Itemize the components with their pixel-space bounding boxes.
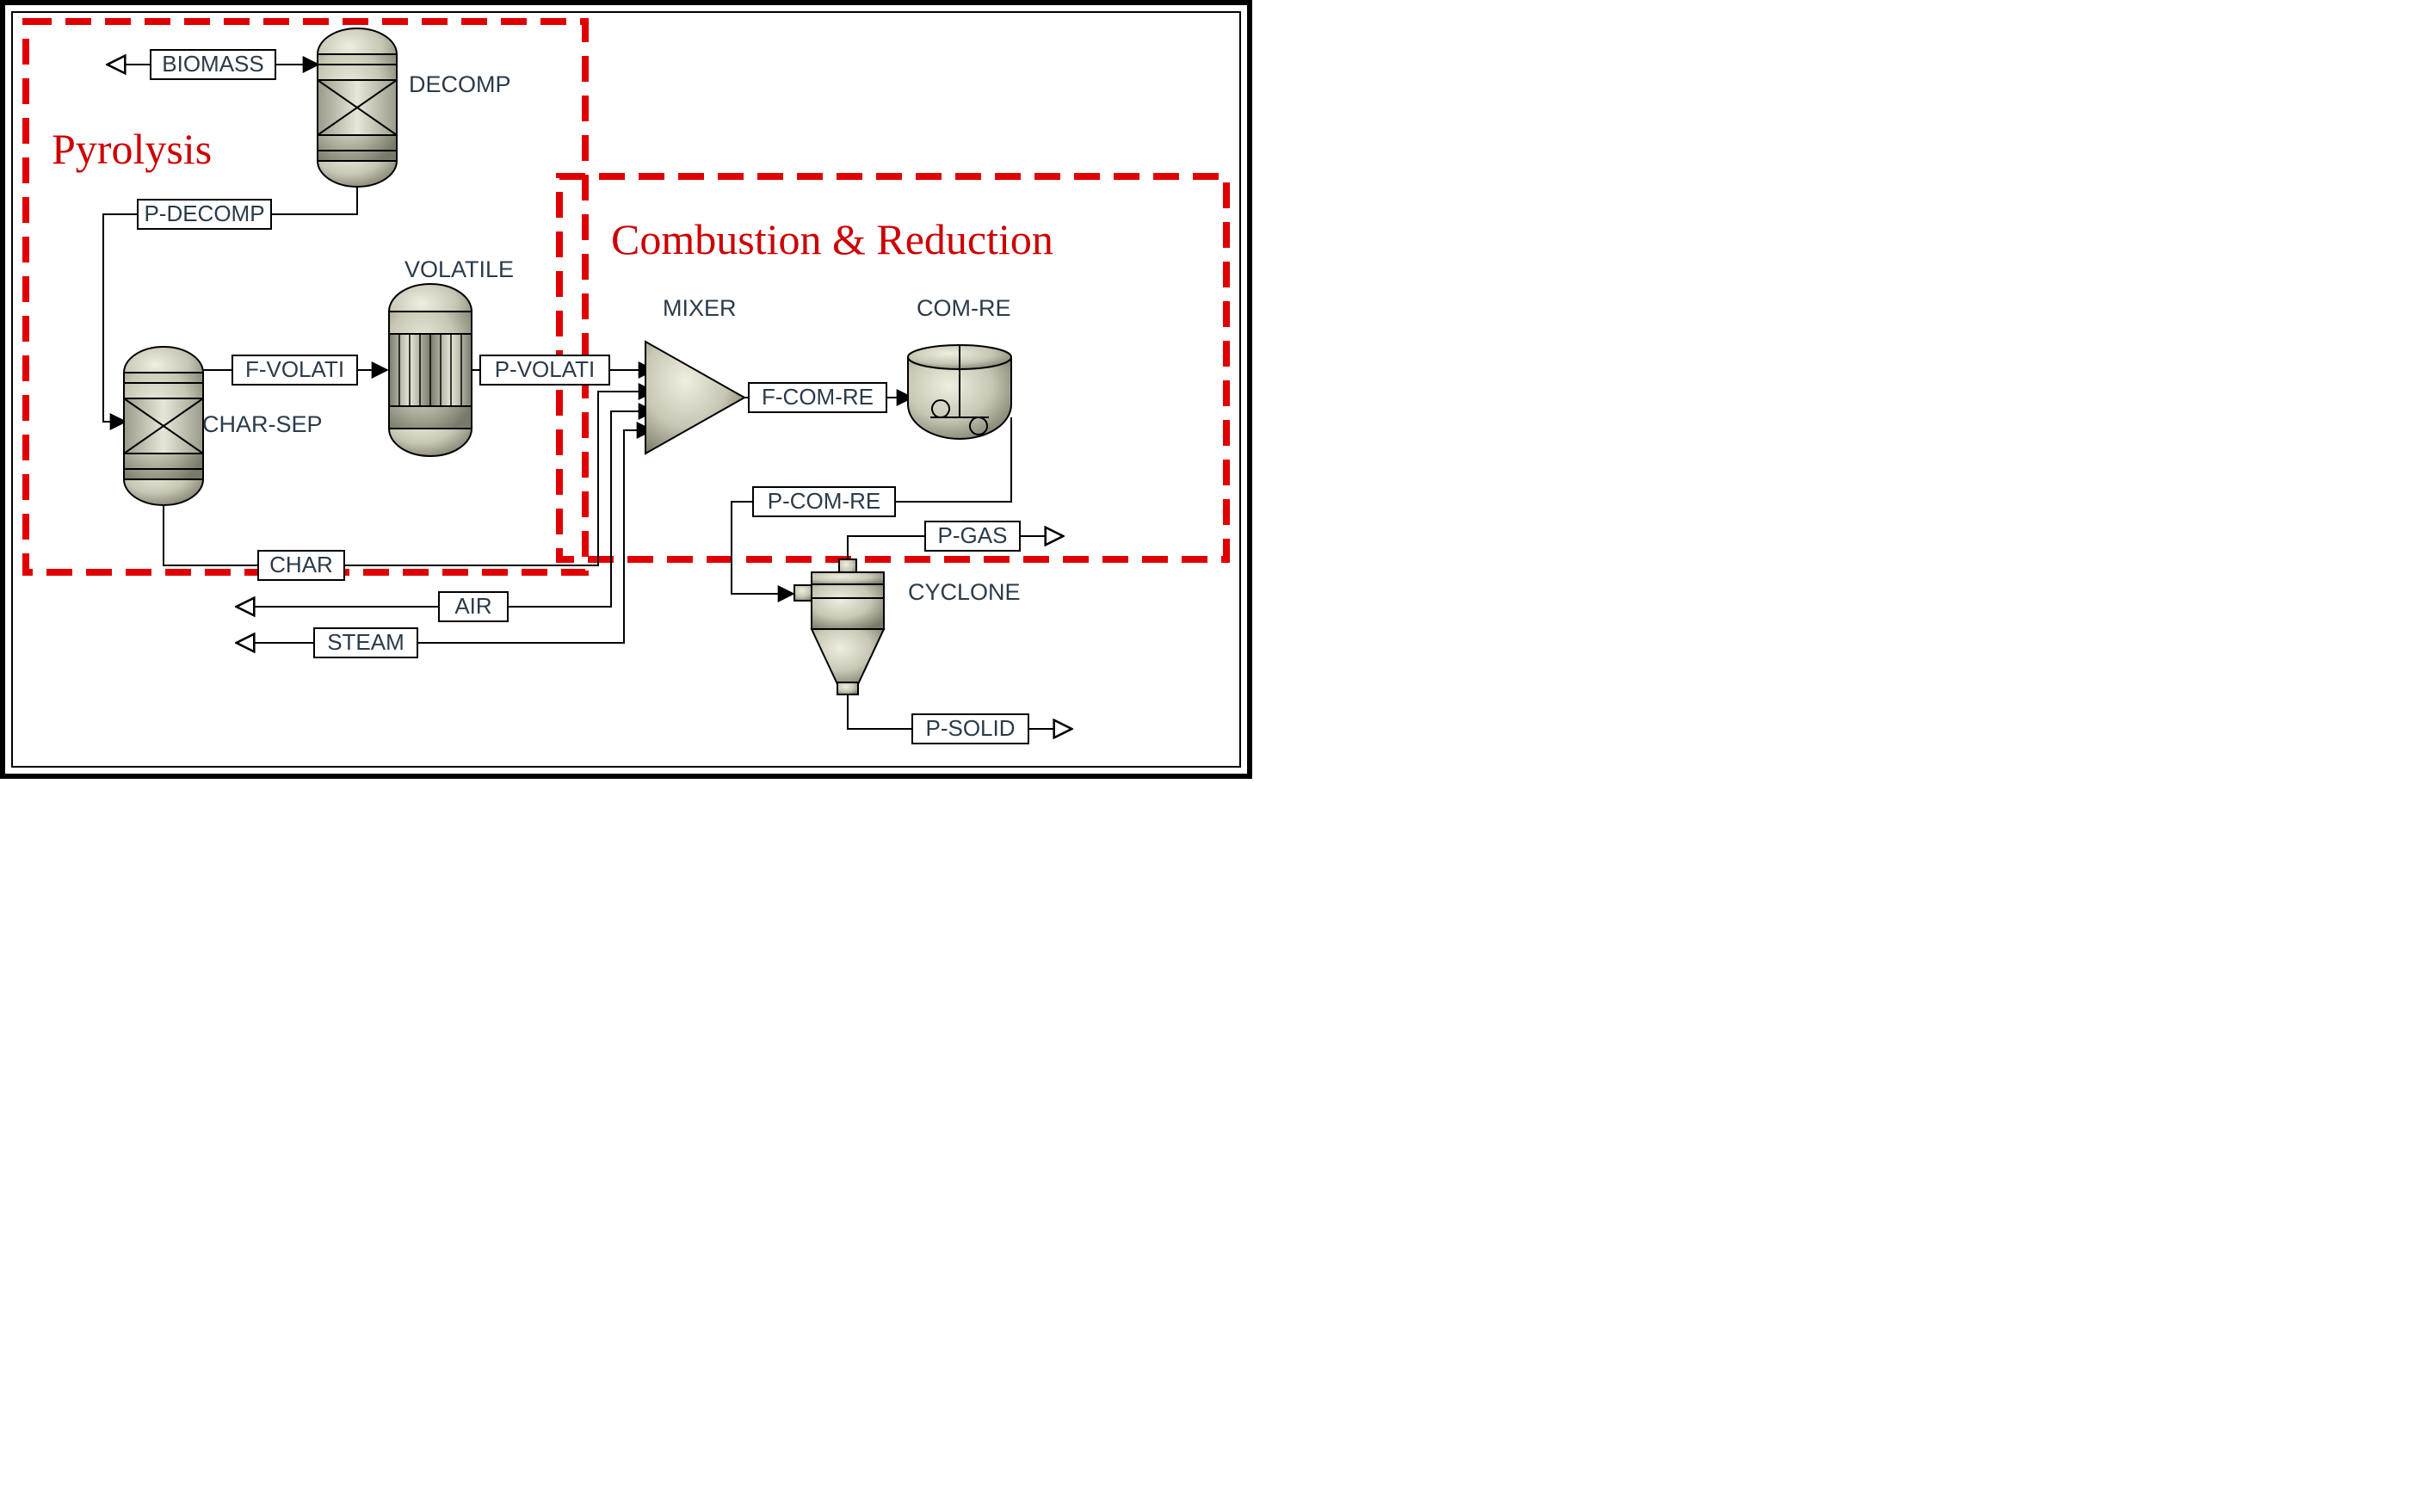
unit-cyclone-label: CYCLONE [908,579,1021,605]
unit-com-re-label: COM-RE [917,295,1011,321]
stream-air-label: AIR [454,593,491,619]
zone-combustion-title: Combustion & Reduction [611,215,1053,263]
stream-pdecomp-label: P-DECOMP [144,201,264,226]
stream-pvolati: P-VOLATI [480,355,609,385]
stream-pcomre-label: P-COM-RE [768,488,880,514]
stream-pcomre: P-COM-RE [753,487,895,516]
stream-fcomre: F-COM-RE [749,383,886,412]
stream-pgas-label: P-GAS [938,522,1008,548]
process-flow-diagram: DECOMP VOLATILE CHAR-SEP MIXER COM-RE CY… [0,0,1252,779]
stream-pgas: P-GAS [925,521,1020,551]
stream-psolid: P-SOLID [912,714,1028,744]
stream-air: AIR [439,592,508,621]
unit-volatile-label: VOLATILE [404,256,514,282]
stream-pvolati-label: P-VOLATI [495,356,596,382]
unit-decomp-label: DECOMP [409,71,511,97]
stream-steam-label: STEAM [327,629,404,655]
zone-pyrolysis-title: Pyrolysis [52,125,212,173]
stream-psolid-label: P-SOLID [925,715,1015,741]
stream-fvolati: F-VOLATI [232,355,357,385]
stream-fcomre-label: F-COM-RE [762,384,874,410]
stream-char: CHAR [258,551,344,580]
stream-fvolati-label: F-VOLATI [245,356,344,382]
stream-pdecomp: P-DECOMP [138,200,271,229]
unit-char-sep-label: CHAR-SEP [202,411,323,437]
unit-com-re: COM-RE [908,295,1011,439]
stream-biomass: BIOMASS [151,50,275,79]
stream-steam: STEAM [314,628,417,657]
unit-mixer-label: MIXER [663,295,737,321]
stream-biomass-label: BIOMASS [162,51,263,77]
stream-char-label: CHAR [269,552,333,577]
